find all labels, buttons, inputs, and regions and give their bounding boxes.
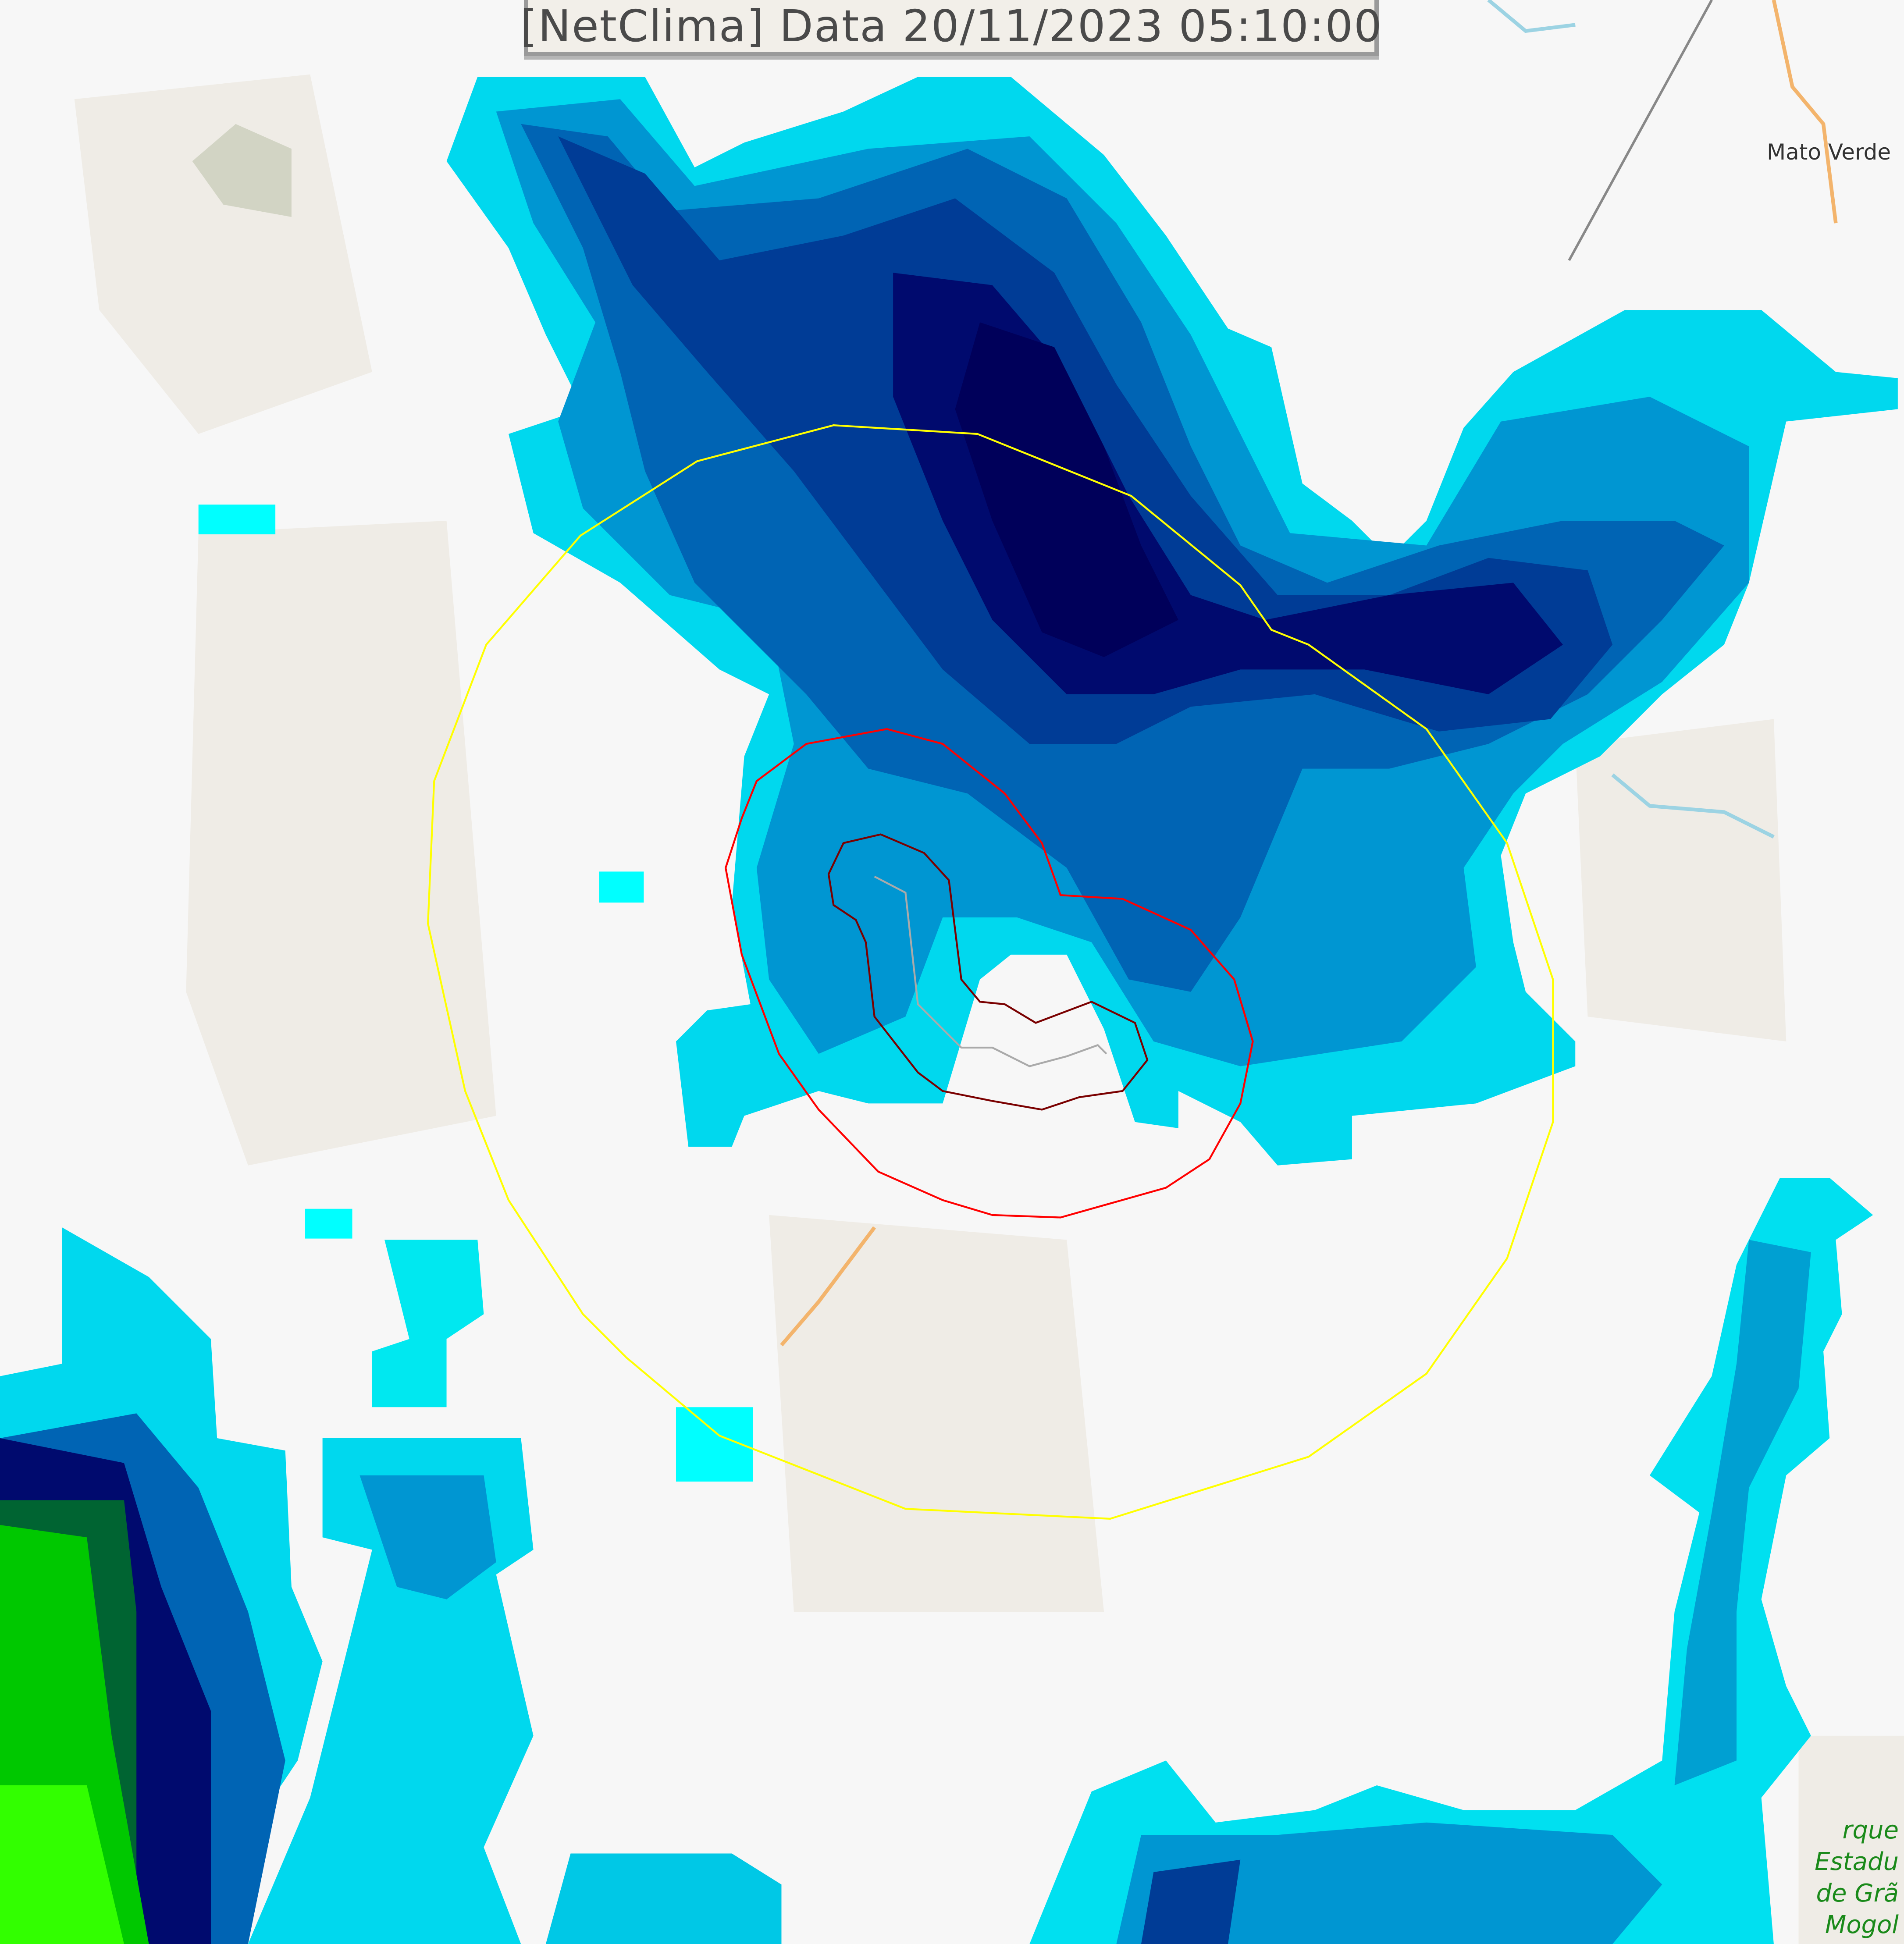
park-label: rque Estadu de Grã Mogol xyxy=(1815,1815,1899,1941)
park-label-line: Estadu xyxy=(1815,1848,1899,1876)
place-label-mato-verde: Mato Verde xyxy=(1767,139,1891,165)
contour-middle xyxy=(724,728,1254,1219)
radar-echo-southeast xyxy=(545,1178,1873,1944)
road xyxy=(780,1226,876,1347)
radar-echo-main xyxy=(198,77,1898,1166)
park-label-line: de Grã xyxy=(1816,1879,1899,1908)
park-label-line: rque xyxy=(1842,1816,1899,1844)
basemap-land-patch xyxy=(74,74,1904,1944)
contour-outer xyxy=(427,424,1554,1520)
basemap-park-patch xyxy=(192,124,292,217)
radar-echo-southwest xyxy=(0,1208,753,1944)
river xyxy=(1487,0,1576,33)
railway xyxy=(1568,0,1713,261)
contour-inner xyxy=(827,833,1149,1111)
storm-track xyxy=(874,875,1107,1067)
timestamp-title: [NetClima] Data 20/11/2023 05:10:00 xyxy=(520,0,1382,56)
river xyxy=(1611,773,1775,839)
road xyxy=(1772,0,1838,224)
park-label-line: Mogol xyxy=(1825,1911,1899,1939)
